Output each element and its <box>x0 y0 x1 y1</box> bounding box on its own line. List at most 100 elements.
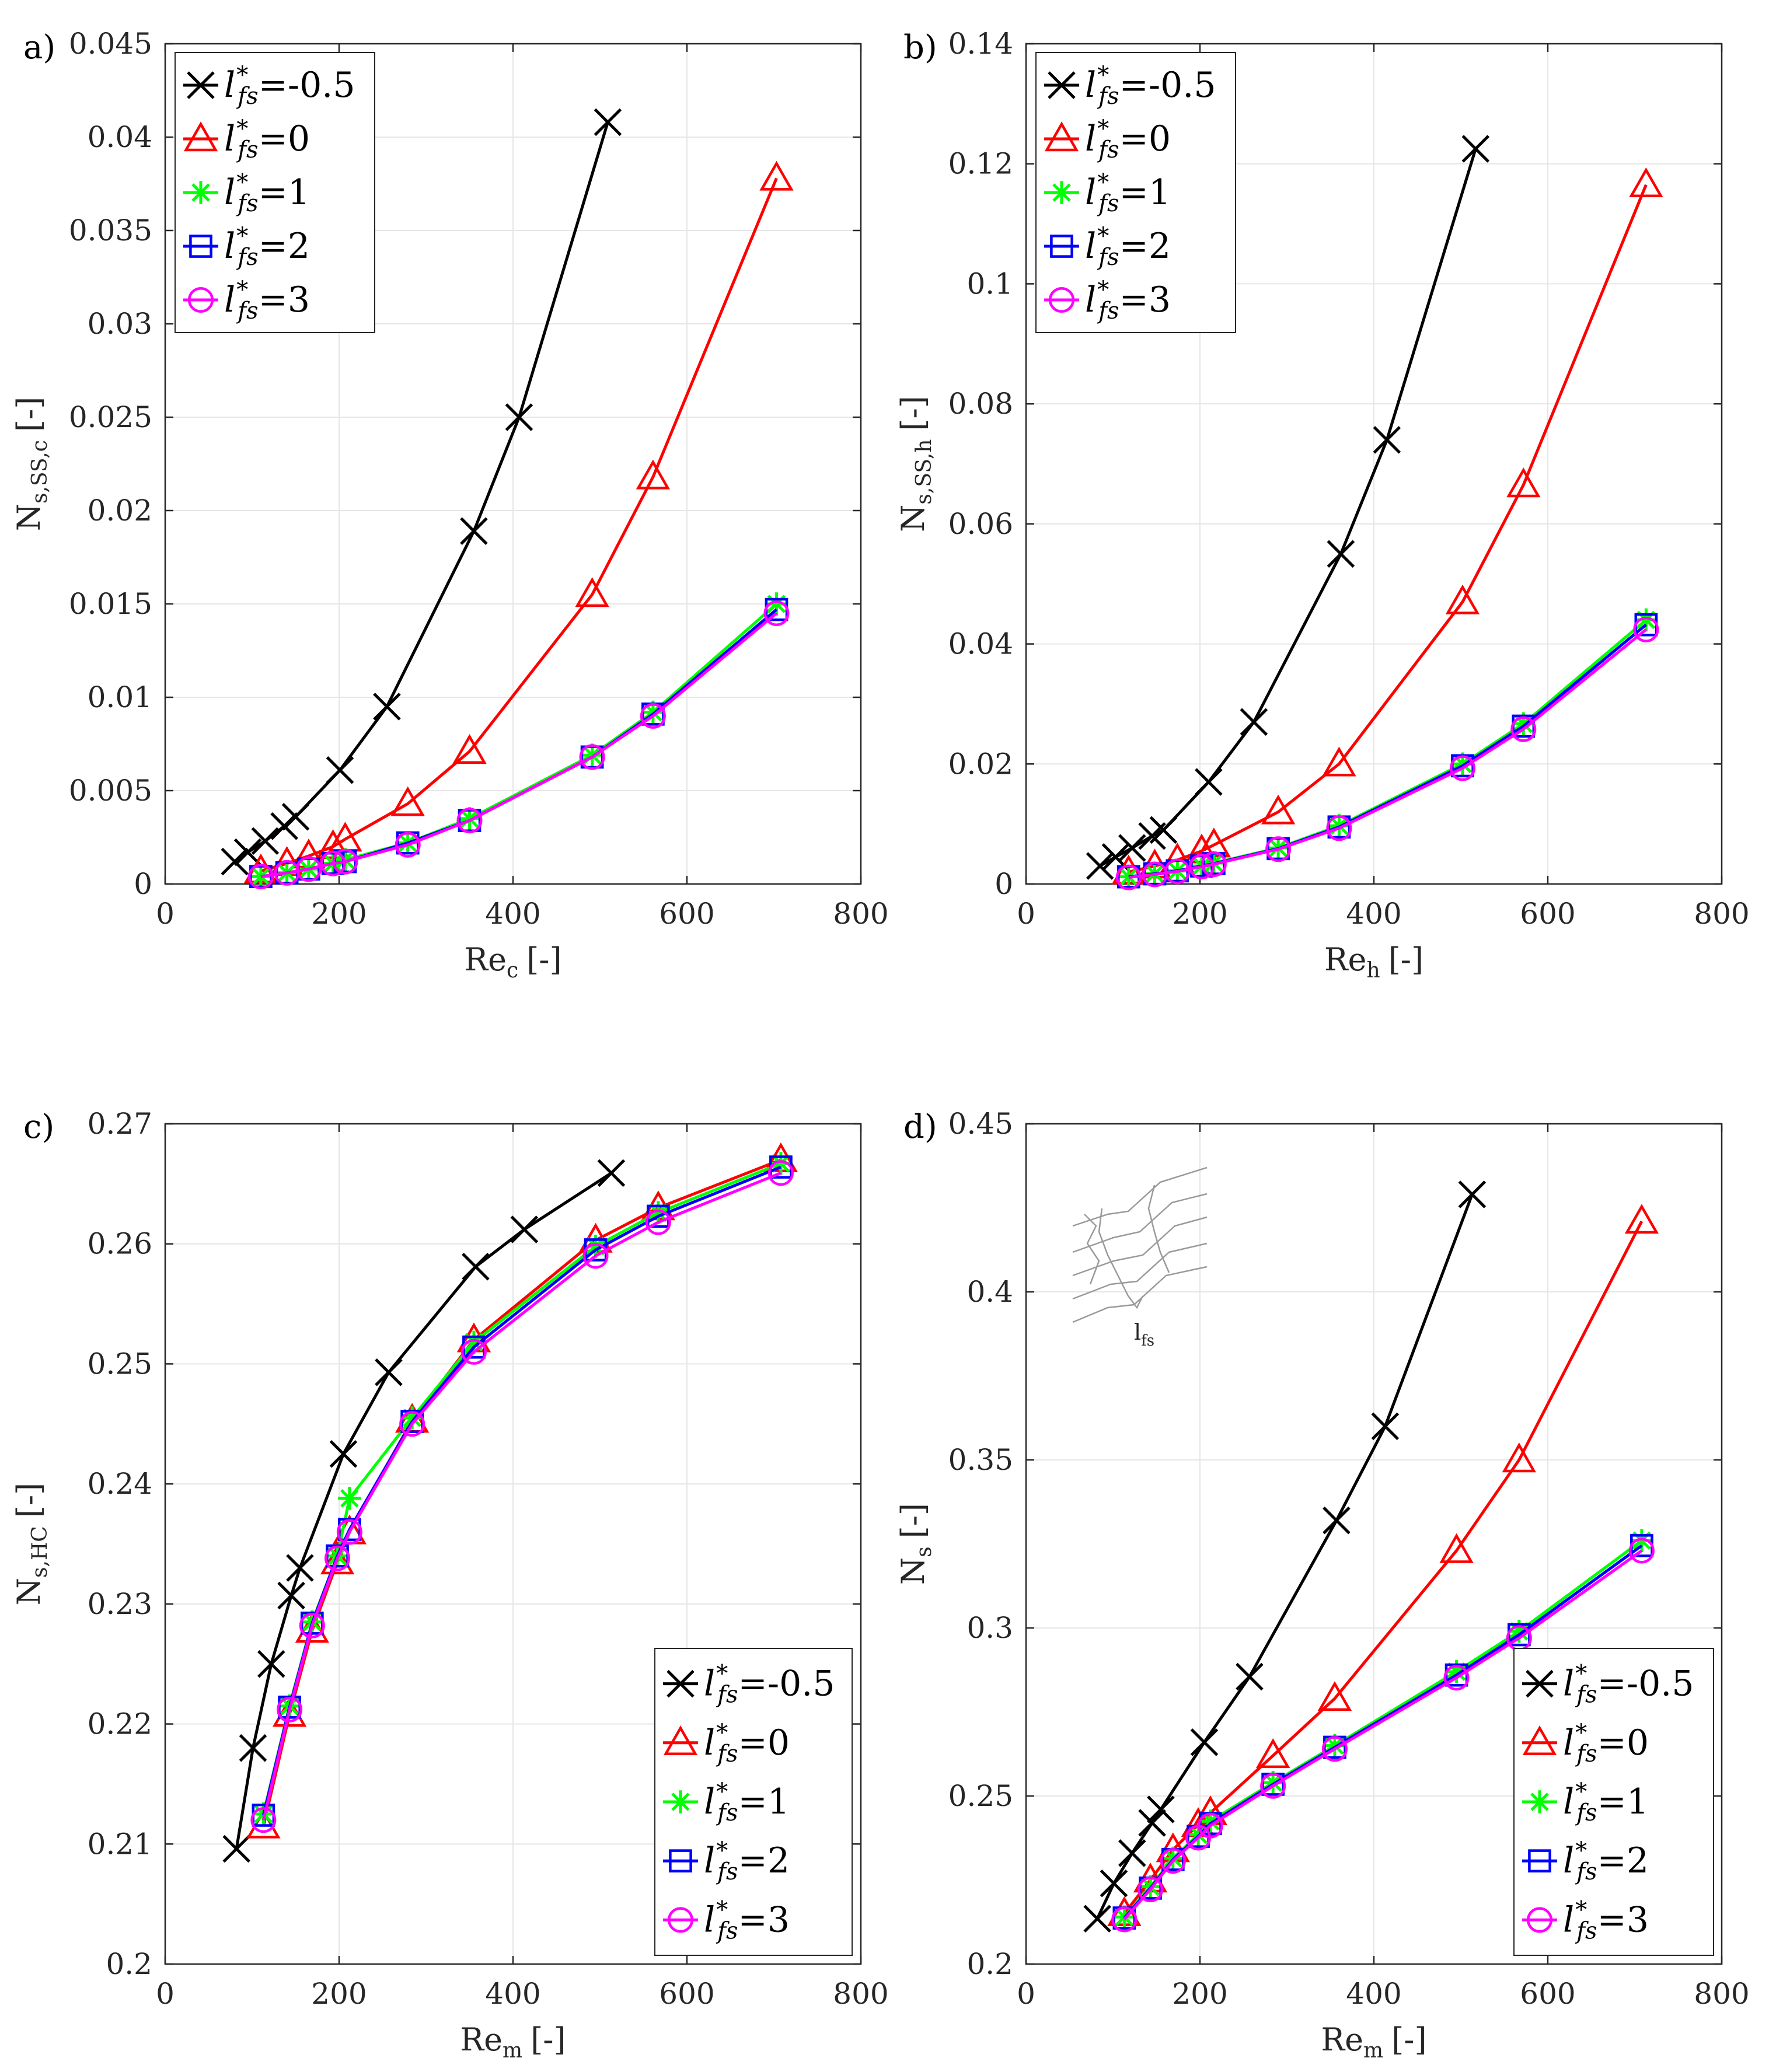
y-tick-label: 0.35 <box>948 1443 1013 1477</box>
legend-subscript: fs <box>236 83 258 110</box>
y-tick-label: 0.08 <box>948 387 1013 421</box>
data-point <box>460 517 488 545</box>
y-tick-label: 0.26 <box>88 1227 152 1261</box>
legend-marker <box>183 121 218 152</box>
data-point <box>579 744 605 770</box>
data-point <box>1634 608 1658 632</box>
y-axis-label-main: N <box>895 1557 931 1585</box>
legend-subscript: fs <box>1575 1682 1597 1708</box>
data-point <box>1629 167 1663 197</box>
data-point <box>247 864 274 890</box>
x-axis-label-subscript: m <box>1363 2039 1383 2063</box>
data-point <box>1260 1773 1286 1799</box>
fin-sketch-line <box>1084 1214 1100 1285</box>
data-point <box>1373 426 1401 454</box>
y-tick-label: 0.005 <box>69 774 152 808</box>
y-tick-label: 0.2 <box>106 1947 152 1981</box>
y-tick-label: 0.22 <box>88 1707 152 1741</box>
data-point <box>1449 755 1476 781</box>
legend-entry: l* fs=1 <box>704 1779 790 1826</box>
y-tick-label: 0.3 <box>967 1611 1013 1645</box>
data-point <box>1461 135 1490 163</box>
data-point <box>1371 1412 1400 1441</box>
data-point <box>1118 1839 1146 1867</box>
fin-sketch-dimension <box>1128 1295 1144 1309</box>
data-point <box>277 1696 303 1722</box>
legend-superscript: * <box>1575 1896 1587 1923</box>
legend-entry: l* fs=-0.5 <box>704 1661 835 1708</box>
x-tick-label: 600 <box>1520 897 1575 931</box>
data-point <box>221 847 249 876</box>
data-point <box>584 1235 608 1258</box>
data-point <box>1317 1681 1352 1711</box>
data-point <box>580 743 604 767</box>
data-point <box>1138 1809 1166 1837</box>
legend-subscript: fs <box>1097 137 1119 163</box>
legend-symbol: l <box>1085 226 1096 267</box>
legend-subscript: fs <box>1097 83 1119 110</box>
x-tick-label: 600 <box>1520 1977 1575 2011</box>
panel-tag: a) <box>23 29 55 67</box>
y-tick-label: 0.035 <box>69 214 152 247</box>
y-tick-label: 0.04 <box>948 627 1013 661</box>
data-point <box>233 838 262 866</box>
data-point <box>1111 1906 1138 1933</box>
data-point <box>1261 794 1296 824</box>
y-axis-label-unit: [-] <box>895 1503 931 1538</box>
data-point <box>594 108 622 137</box>
legend-value: =0 <box>1119 118 1171 159</box>
legend-entry: l* fs=-0.5 <box>1563 1661 1694 1708</box>
x-tick-label: 200 <box>1172 897 1227 931</box>
y-axis-label: Ns,HC [-] <box>11 1483 52 1606</box>
legend-marker <box>667 1669 695 1698</box>
legend-subscript: fs <box>236 298 258 324</box>
y-axis-label-main: N <box>11 1578 47 1605</box>
data-point <box>1164 858 1191 885</box>
x-axis-label-main: Re <box>1321 2021 1363 2058</box>
legend-value: =3 <box>1119 279 1171 320</box>
series-0 <box>222 1159 626 1863</box>
legend-marker <box>189 235 212 258</box>
legend-symbol: l <box>1563 1781 1574 1822</box>
series-4 <box>250 1160 794 1833</box>
y-axis-label-main: N <box>11 504 47 531</box>
y-axis-label-subscript: s <box>912 1546 936 1557</box>
x-tick-label: 200 <box>1172 1977 1227 2011</box>
series-0 <box>221 108 622 876</box>
legend-marker <box>189 181 212 204</box>
x-axis-label: Rem [-] <box>460 2021 566 2063</box>
legend-symbol: l <box>224 172 235 213</box>
data-point <box>257 1650 285 1678</box>
legend-value: =0 <box>1597 1722 1649 1763</box>
series-4 <box>1111 1538 1655 1933</box>
legend-subscript: fs <box>716 1800 738 1826</box>
legend: l* fs=-0.5l* fs=0l* fs=1l* fs=2l* fs=3 <box>175 52 375 333</box>
legend-symbol: l <box>1085 172 1096 213</box>
legend-superscript: * <box>1097 223 1109 250</box>
legend-marker <box>1528 1849 1551 1873</box>
legend-entry: l* fs=3 <box>224 277 310 324</box>
panel-tag: c) <box>23 1108 54 1146</box>
y-tick-label: 0.14 <box>948 27 1013 61</box>
legend-marker <box>1048 71 1076 99</box>
data-point <box>299 1612 325 1638</box>
data-point <box>1323 1506 1351 1535</box>
legend-value: =-0.5 <box>259 65 355 106</box>
legend-value: =2 <box>1597 1840 1649 1881</box>
data-point <box>640 703 666 729</box>
data-point <box>1458 1180 1487 1208</box>
data-point <box>1190 1728 1219 1756</box>
fin-sketch-line <box>1072 1242 1208 1300</box>
x-axis-label: Rem [-] <box>1321 2021 1426 2063</box>
legend-marker <box>667 1907 694 1933</box>
legend-symbol: l <box>704 1840 715 1881</box>
legend-marker <box>187 71 215 99</box>
legend-subscript: fs <box>1575 1917 1597 1944</box>
legend-marker <box>1050 181 1073 204</box>
data-point <box>1236 1662 1264 1691</box>
data-point <box>1628 1538 1655 1564</box>
x-tick-label: 200 <box>311 1977 367 2011</box>
series-line <box>1123 1549 1643 1921</box>
x-tick-label: 400 <box>1346 897 1401 931</box>
legend-marker <box>669 1790 692 1814</box>
